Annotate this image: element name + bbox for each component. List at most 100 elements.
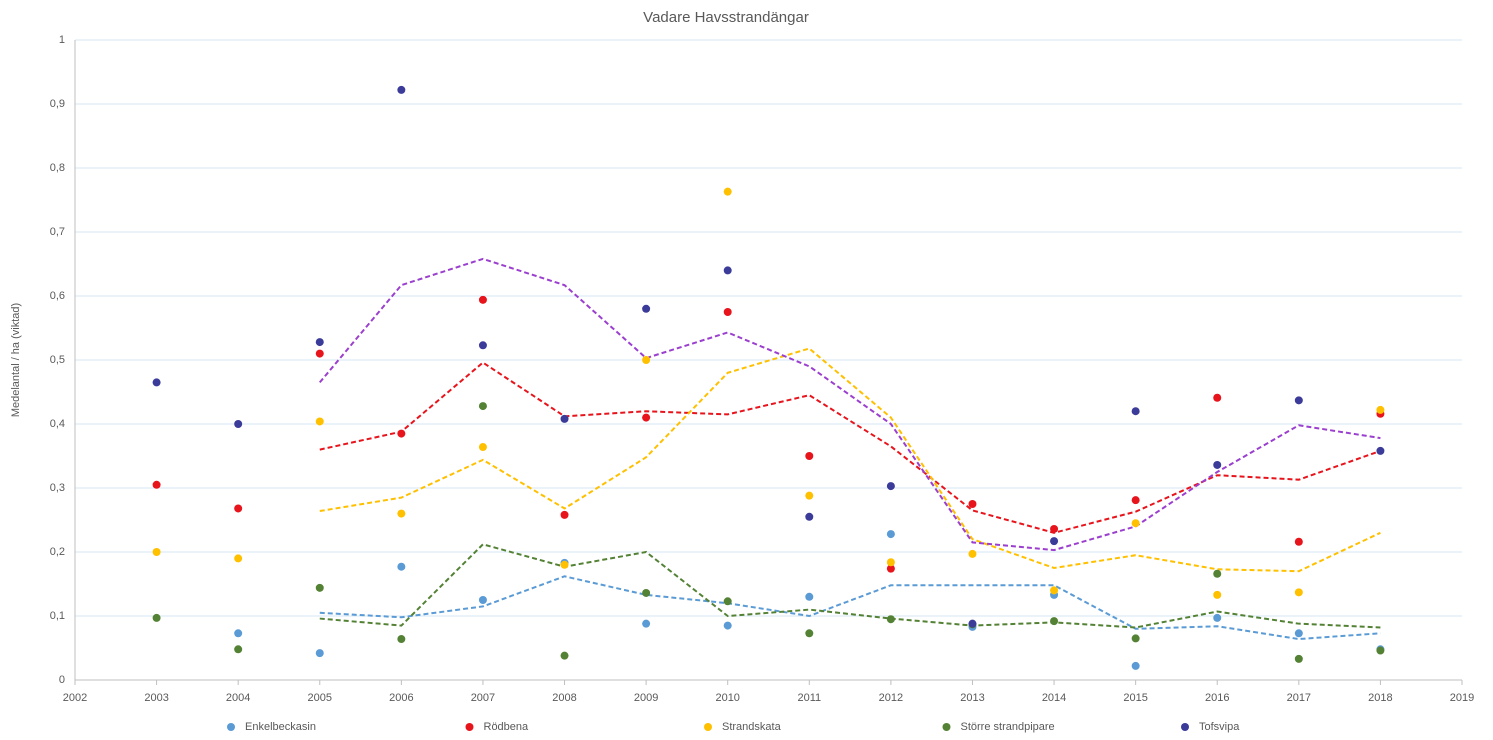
point — [968, 619, 977, 628]
point — [642, 413, 651, 422]
point — [642, 356, 651, 364]
point — [1050, 617, 1059, 626]
point — [478, 596, 487, 604]
x-tick-label: 2019 — [1450, 692, 1474, 704]
point — [152, 480, 161, 489]
y-tick-label: 0,4 — [50, 418, 65, 430]
point — [1131, 634, 1140, 643]
point — [315, 349, 324, 358]
trend-line — [319, 543, 1381, 629]
y-tick-label: 0,3 — [50, 482, 65, 494]
point — [234, 554, 243, 563]
point — [805, 512, 814, 521]
y-axis-label: Medelantal / ha (viktad) — [10, 303, 22, 417]
x-tick-label: 2007 — [471, 692, 495, 704]
point — [1131, 496, 1140, 505]
point — [560, 560, 569, 569]
legend-marker — [465, 723, 474, 731]
x-tick-label: 2013 — [960, 692, 984, 704]
legend-marker — [704, 723, 712, 731]
point — [1213, 569, 1222, 578]
point — [397, 562, 406, 571]
x-tick-label: 2012 — [879, 692, 903, 704]
point — [805, 629, 814, 638]
point — [315, 338, 324, 347]
trend-line — [319, 361, 1381, 534]
point — [1213, 590, 1222, 599]
point — [234, 504, 243, 513]
x-tick-label: 2004 — [226, 692, 250, 704]
x-tick-label: 2014 — [1042, 692, 1066, 704]
point — [234, 645, 243, 654]
x-tick-label: 2002 — [63, 692, 87, 704]
point — [886, 615, 895, 624]
x-tick-label: 2006 — [389, 692, 413, 704]
point — [315, 417, 324, 426]
point — [1050, 586, 1059, 595]
point — [315, 583, 324, 592]
x-tick-label: 2016 — [1205, 692, 1229, 704]
point — [642, 619, 651, 628]
legend-marker — [227, 723, 235, 731]
legend-marker — [942, 723, 951, 731]
point — [1294, 396, 1303, 405]
point — [1294, 654, 1303, 663]
legend-label: Tofsvipa — [1199, 721, 1240, 733]
point — [886, 558, 895, 567]
legend-marker — [1181, 723, 1189, 731]
point — [1294, 629, 1303, 638]
point — [1131, 407, 1140, 416]
y-tick-label: 1 — [59, 34, 65, 46]
trend-line — [319, 347, 1381, 573]
x-tick-label: 2009 — [634, 692, 658, 704]
y-tick-label: 0 — [59, 674, 65, 686]
x-tick-label: 2005 — [308, 692, 332, 704]
point — [642, 304, 651, 313]
trend-line — [319, 575, 1381, 641]
point — [478, 341, 487, 350]
x-tick-label: 2003 — [144, 692, 168, 704]
point — [1376, 446, 1385, 455]
point — [723, 597, 732, 606]
point — [1376, 405, 1385, 414]
legend-label: Större strandpipare — [961, 721, 1055, 733]
point — [560, 414, 569, 423]
y-tick-label: 0,7 — [50, 226, 65, 238]
point — [397, 429, 406, 438]
point — [152, 548, 161, 556]
point — [968, 549, 977, 558]
legend-label: Rödbena — [484, 721, 530, 733]
chart-title: Vadare Havsstrandängar — [643, 9, 809, 26]
point — [886, 482, 895, 491]
point — [478, 402, 487, 411]
point — [1050, 524, 1059, 533]
point — [723, 187, 732, 196]
point — [642, 588, 651, 597]
point — [152, 613, 161, 622]
y-tick-label: 0,2 — [50, 546, 65, 558]
point — [886, 564, 895, 573]
point — [805, 592, 814, 601]
point — [478, 443, 487, 452]
point — [1376, 646, 1385, 655]
x-tick-label: 2017 — [1287, 692, 1311, 704]
point — [1213, 460, 1222, 469]
point — [1213, 613, 1222, 622]
point — [315, 649, 324, 658]
y-tick-label: 0,5 — [50, 354, 65, 366]
point — [1213, 393, 1222, 402]
x-tick-label: 2010 — [715, 692, 739, 704]
point — [397, 85, 406, 94]
point — [1131, 519, 1140, 528]
y-tick-label: 0,9 — [50, 98, 65, 110]
point — [152, 378, 161, 387]
point — [723, 266, 732, 275]
point — [397, 635, 406, 644]
point — [478, 295, 487, 304]
point — [1294, 588, 1303, 597]
y-tick-label: 0,8 — [50, 162, 65, 174]
point — [1131, 661, 1140, 670]
point — [805, 491, 814, 500]
x-tick-label: 2008 — [552, 692, 576, 704]
y-tick-label: 0,1 — [50, 610, 65, 622]
